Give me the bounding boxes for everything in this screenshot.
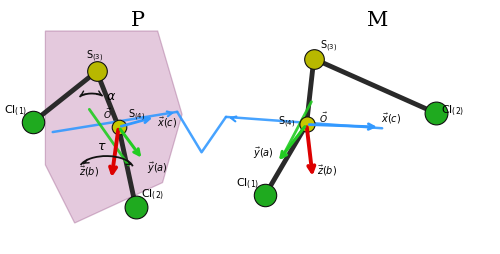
Text: S$_{(4)}$: S$_{(4)}$ <box>278 114 296 130</box>
Text: $\vec{y}(a)$: $\vec{y}(a)$ <box>252 146 274 161</box>
Point <box>432 111 440 115</box>
Text: $\vec{z}(b)$: $\vec{z}(b)$ <box>317 163 337 178</box>
Text: $\vec{O}$: $\vec{O}$ <box>318 110 328 125</box>
Text: $\vec{z}(b)$: $\vec{z}(b)$ <box>79 164 99 179</box>
Text: S$_{(4)}$: S$_{(4)}$ <box>128 108 146 123</box>
Text: M: M <box>366 11 388 30</box>
Text: $\tau$: $\tau$ <box>96 140 106 153</box>
Point <box>29 120 37 124</box>
Point <box>261 193 269 197</box>
Text: Cl$_{(2)}$: Cl$_{(2)}$ <box>440 103 464 118</box>
Point <box>132 204 140 209</box>
Text: $\alpha$: $\alpha$ <box>106 90 117 103</box>
Point <box>92 69 100 73</box>
Text: Cl$_{(1)}$: Cl$_{(1)}$ <box>236 177 259 192</box>
Point <box>114 125 122 129</box>
Point <box>310 57 318 61</box>
Text: $\vec{x}(c)$: $\vec{x}(c)$ <box>381 111 402 126</box>
Text: S$_{(3)}$: S$_{(3)}$ <box>86 49 103 64</box>
Text: Cl$_{(2)}$: Cl$_{(2)}$ <box>140 187 164 201</box>
Text: $\vec{y}(a)$: $\vec{y}(a)$ <box>147 161 168 177</box>
Text: Cl$_{(1)}$: Cl$_{(1)}$ <box>4 104 28 118</box>
Text: $\vec{O}$: $\vec{O}$ <box>102 106 112 121</box>
Text: P: P <box>131 11 145 30</box>
Point <box>302 122 310 126</box>
Text: $\vec{x}(c)$: $\vec{x}(c)$ <box>156 116 177 130</box>
Text: S$_{(3)}$: S$_{(3)}$ <box>320 38 337 54</box>
Polygon shape <box>46 31 182 223</box>
